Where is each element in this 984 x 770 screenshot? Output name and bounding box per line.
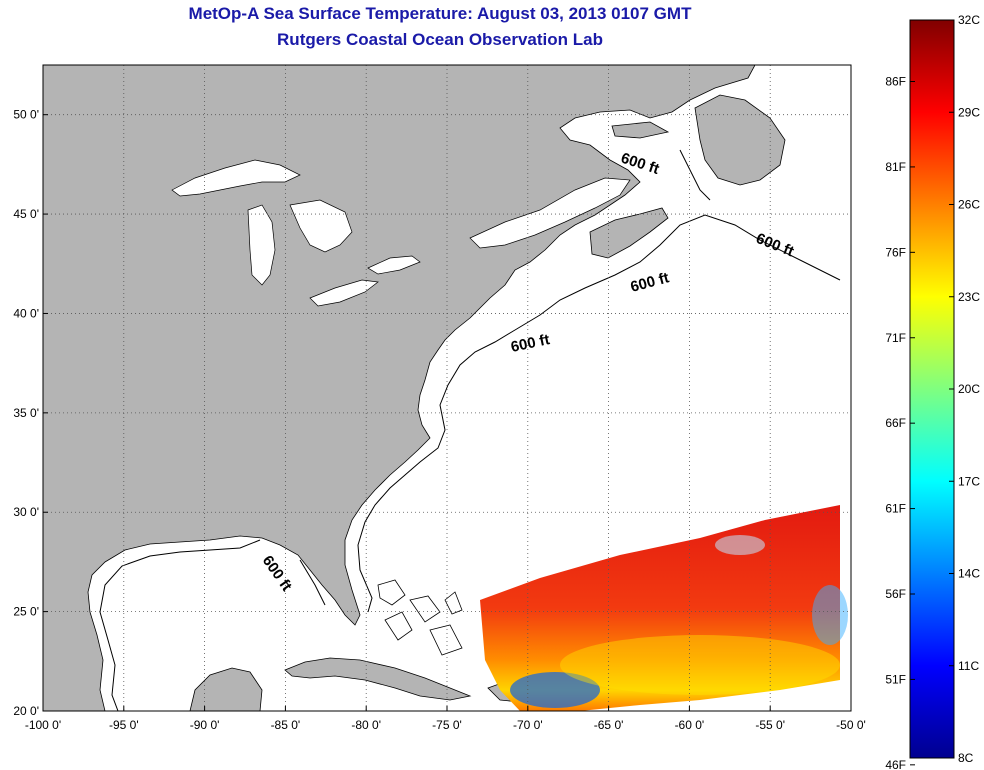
lat-tick-label: 40 0' <box>13 306 39 320</box>
graticule <box>43 65 851 711</box>
sst-warm-band <box>560 635 840 695</box>
lake-huron <box>289 199 353 253</box>
lake-ontario <box>367 255 421 275</box>
colorbar-f-label: 51F <box>885 672 906 686</box>
lon-tick-label: -70 0' <box>513 718 543 732</box>
colorbar-f-label: 81F <box>885 160 906 174</box>
colorbar-c-label: 8C <box>958 751 974 765</box>
sst-swath <box>480 505 840 711</box>
lon-tick-label: -95 0' <box>109 718 139 732</box>
lon-tick-label: -50 0' <box>836 718 866 732</box>
colorbar-f-label: 46F <box>885 758 906 770</box>
lat-tick-label: 35 0' <box>13 406 39 420</box>
land-nova-scotia <box>589 207 669 259</box>
colorbar-c-label: 11C <box>958 659 979 673</box>
colorbar-c-label: 20C <box>958 382 980 396</box>
colorbar-f-label: 76F <box>885 245 906 259</box>
colorbar-f-label: 61F <box>885 502 906 516</box>
map-subtitle: Rutgers Coastal Ocean Observation Lab <box>277 30 603 49</box>
lat-tick-label: 25 0' <box>13 605 39 619</box>
colorbar-c-label: 29C <box>958 105 980 119</box>
colorbar-c-label: 17C <box>958 474 980 488</box>
lon-tick-label: -65 0' <box>594 718 624 732</box>
land-cuba <box>284 657 472 701</box>
gulf-st-lawrence <box>469 177 631 249</box>
lon-tick-label: -80 0' <box>351 718 381 732</box>
colorbar-c-label: 14C <box>958 567 980 581</box>
lat-tick-label: 20 0' <box>13 704 39 718</box>
isobath-lines <box>99 149 841 711</box>
colorbar-f-label: 71F <box>885 331 906 345</box>
bahamas-outlines <box>377 579 463 656</box>
lon-tick-label: -55 0' <box>755 718 785 732</box>
longitude-axis: -100 0' -95 0' -90 0' -85 0' -80 0' -75 0' -70… <box>25 706 866 732</box>
colorbar-c-label: 23C <box>958 290 980 304</box>
land-anticosti <box>611 121 670 139</box>
sst-cool-patch <box>510 672 600 708</box>
sst-cool-patch <box>715 535 765 555</box>
lon-tick-label: -75 0' <box>432 718 462 732</box>
lat-tick-label: 30 0' <box>13 505 39 519</box>
colorbar-f-label: 56F <box>885 587 906 601</box>
colorbar-f-label: 66F <box>885 416 906 430</box>
latitude-axis: 50 0' 45 0' 40 0' 35 0' 30 0' 25 0' 20 0' <box>13 108 48 718</box>
colorbar-ticks: 32C 29C 26C 23C 20C 17C 14C 11C 8C 86F 81F 76F 71F 66… <box>885 13 980 770</box>
lake-michigan <box>247 204 276 286</box>
land-yucatan <box>189 667 263 711</box>
map-title: MetOp-A Sea Surface Temperature: August … <box>188 4 692 23</box>
colorbar-c-label: 26C <box>958 198 980 212</box>
lon-tick-label: -60 0' <box>675 718 705 732</box>
lon-tick-label: -100 0' <box>25 718 61 732</box>
lat-tick-label: 50 0' <box>13 108 39 122</box>
land-north-america <box>43 65 756 711</box>
land-newfoundland <box>694 94 786 186</box>
lake-erie <box>309 279 379 307</box>
colorbar-f-label: 86F <box>885 75 906 89</box>
colorbar <box>909 19 955 759</box>
lat-tick-label: 45 0' <box>13 207 39 221</box>
sst-cool-patch <box>812 585 848 645</box>
colorbar-c-label: 32C <box>958 13 980 27</box>
lon-tick-label: -85 0' <box>271 718 301 732</box>
lon-tick-label: -90 0' <box>190 718 220 732</box>
map-frame <box>42 64 852 712</box>
